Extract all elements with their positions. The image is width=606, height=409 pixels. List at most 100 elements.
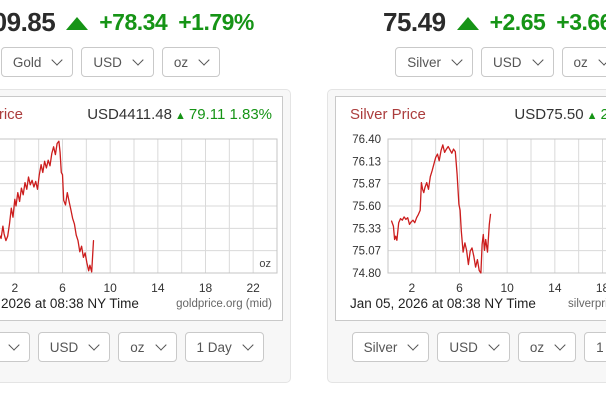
currency-select-value: USD bbox=[449, 339, 478, 355]
svg-text:10: 10 bbox=[500, 281, 514, 295]
up-arrow-icon: ▲ bbox=[586, 110, 598, 122]
metal-select-value: Gold bbox=[12, 54, 42, 70]
silver-range-select[interactable]: 1 Day bbox=[584, 332, 606, 362]
gold-quote-price: USD4411.48 bbox=[87, 106, 172, 123]
chevron-down-icon bbox=[198, 54, 210, 66]
svg-text:14: 14 bbox=[548, 281, 562, 295]
chevron-down-icon bbox=[88, 339, 100, 351]
svg-text:75.07: 75.07 bbox=[352, 246, 381, 258]
silver-spot-change-pct: +3.66% bbox=[556, 8, 606, 35]
silver-chart-quote: USD75.50▲2. bbox=[514, 106, 606, 123]
svg-text:76.13: 76.13 bbox=[352, 156, 381, 168]
gold-unit-select-bottom[interactable]: oz bbox=[118, 332, 177, 362]
gold-bottom-controls: Gold USD oz 1 Day bbox=[0, 332, 283, 362]
svg-text:75.60: 75.60 bbox=[352, 201, 381, 213]
metal-select-value: Silver bbox=[407, 54, 441, 70]
gold-metal-select-bottom[interactable]: Gold bbox=[0, 332, 30, 362]
chevron-down-icon bbox=[598, 54, 606, 66]
chevron-down-icon bbox=[451, 54, 463, 66]
range-select-value: 1 Day bbox=[196, 339, 232, 355]
gold-chart-quote: USD4411.48 ▲ 79.11 1.83% bbox=[87, 106, 272, 123]
silver-widget: 75.49 +2.65 +3.66% Silver USD oz Silver bbox=[327, 2, 606, 383]
svg-text:6: 6 bbox=[59, 281, 66, 295]
chevron-down-icon bbox=[8, 339, 20, 351]
svg-text:18: 18 bbox=[199, 281, 213, 295]
currency-select-value: USD bbox=[492, 54, 522, 70]
svg-text:14: 14 bbox=[151, 281, 165, 295]
up-arrow-icon: ▲ bbox=[174, 110, 186, 122]
silver-currency-select[interactable]: USD bbox=[480, 47, 554, 77]
silver-unit-select[interactable]: oz bbox=[561, 47, 606, 77]
silver-quote-change: 2. bbox=[600, 106, 606, 123]
chevron-down-icon bbox=[488, 339, 500, 351]
unit-select-value: oz bbox=[573, 54, 588, 70]
gold-spot-change: +78.34 bbox=[99, 8, 168, 35]
silver-quote-price: USD75.50 bbox=[514, 106, 584, 123]
svg-text:74.80: 74.80 bbox=[352, 268, 381, 280]
chevron-down-icon bbox=[554, 339, 566, 351]
silver-bottom-controls: Silver USD oz 1 Day bbox=[335, 332, 606, 362]
silver-top-controls: Silver USD oz bbox=[327, 47, 606, 77]
silver-metal-select-bottom[interactable]: Silver bbox=[351, 332, 430, 362]
currency-select-value: USD bbox=[49, 339, 79, 355]
chevron-down-icon bbox=[407, 339, 420, 351]
chevron-down-icon bbox=[51, 54, 64, 66]
svg-text:oz: oz bbox=[259, 258, 271, 270]
svg-text:22: 22 bbox=[246, 281, 260, 295]
svg-text:18: 18 bbox=[596, 281, 606, 295]
gold-chart-box: Gold Price USD4411.48▲79.11 1.83% 450044… bbox=[0, 96, 283, 321]
gold-quote-change: 79.11 1.83% bbox=[188, 106, 272, 123]
currency-select-value: USD bbox=[93, 54, 122, 70]
chevron-down-icon bbox=[531, 54, 544, 66]
gold-chart-header: Gold Price USD4411.48▲79.11 1.83% bbox=[0, 97, 282, 128]
silver-unit-select-bottom[interactable]: oz bbox=[517, 332, 577, 362]
silver-spot-row: 75.49 +2.65 +3.66% bbox=[327, 4, 606, 40]
chevron-down-icon bbox=[154, 339, 167, 351]
silver-chart-header: Silver Price USD75.50▲2. bbox=[336, 97, 606, 128]
silver-spot-price: 75.49 bbox=[383, 6, 446, 37]
gold-source-link[interactable]: goldprice.org (mid) bbox=[176, 297, 272, 310]
svg-text:76.40: 76.40 bbox=[352, 134, 381, 146]
range-select-value: 1 Day bbox=[596, 339, 606, 355]
silver-chart-box: Silver Price USD75.50▲2. 76.40 76.13 75.87… bbox=[335, 96, 606, 321]
gold-spot-row: 4,409.85 +78.34 +1.79% bbox=[0, 4, 291, 40]
svg-text:75.33: 75.33 bbox=[352, 223, 381, 235]
up-arrow-icon bbox=[66, 17, 89, 30]
silver-spot-change: +2.65 bbox=[489, 8, 546, 35]
svg-text:75.87: 75.87 bbox=[352, 179, 381, 191]
chevron-down-icon bbox=[132, 54, 144, 66]
gold-price-chart: 45004480446044404420440043802610141822oz bbox=[0, 138, 278, 295]
silver-currency-select-bottom[interactable]: USD bbox=[437, 332, 510, 362]
gold-spot-price: 4,409.85 bbox=[0, 6, 56, 37]
gold-metal-select[interactable]: Gold bbox=[0, 47, 74, 77]
gold-widget: 4,409.85 +78.34 +1.79% Gold USD oz Gold bbox=[0, 2, 291, 383]
svg-text:6: 6 bbox=[456, 281, 463, 295]
gold-unit-select[interactable]: oz bbox=[161, 47, 221, 77]
up-arrow-icon bbox=[456, 17, 479, 30]
svg-text:2: 2 bbox=[11, 281, 18, 295]
gold-chart-caption-row: Jan 05, 2026 at 08:38 NY Time goldprice.… bbox=[0, 295, 282, 320]
silver-metal-select[interactable]: Silver bbox=[395, 47, 473, 77]
gold-currency-select[interactable]: USD bbox=[81, 47, 154, 77]
chevron-down-icon bbox=[242, 339, 254, 351]
unit-select-value: oz bbox=[130, 339, 145, 355]
silver-chart-panel: Silver Price USD75.50▲2. 76.40 76.13 75.87… bbox=[327, 89, 606, 383]
gold-chart-title: Gold Price bbox=[0, 106, 24, 123]
gold-chart-timestamp: Jan 05, 2026 at 08:38 NY Time bbox=[0, 296, 139, 311]
silver-source-link[interactable]: silverprice.org (mid) bbox=[568, 297, 606, 310]
gold-currency-select-bottom[interactable]: USD bbox=[37, 332, 111, 362]
silver-chart-title: Silver Price bbox=[350, 106, 426, 123]
silver-chart-timestamp: Jan 05, 2026 at 08:38 NY Time bbox=[350, 296, 536, 311]
gold-top-controls: Gold USD oz bbox=[0, 47, 291, 77]
gold-chart-panel: Gold Price USD4411.48▲79.11 1.83% 450044… bbox=[0, 89, 291, 383]
metal-select-value: Silver bbox=[363, 339, 398, 355]
silver-price-chart: 76.40 76.13 75.87 75.60 75.33 75.07 74.80 2 6 10 1… bbox=[352, 134, 606, 295]
svg-text:10: 10 bbox=[103, 281, 117, 295]
silver-chart-caption-row: Jan 05, 2026 at 08:38 NY Time silverpric… bbox=[336, 295, 606, 320]
svg-text:2: 2 bbox=[408, 281, 415, 295]
unit-select-value: oz bbox=[529, 339, 545, 355]
unit-select-value: oz bbox=[173, 54, 189, 70]
gold-range-select[interactable]: 1 Day bbox=[184, 332, 264, 362]
gold-spot-change-pct: +1.79% bbox=[178, 8, 254, 35]
